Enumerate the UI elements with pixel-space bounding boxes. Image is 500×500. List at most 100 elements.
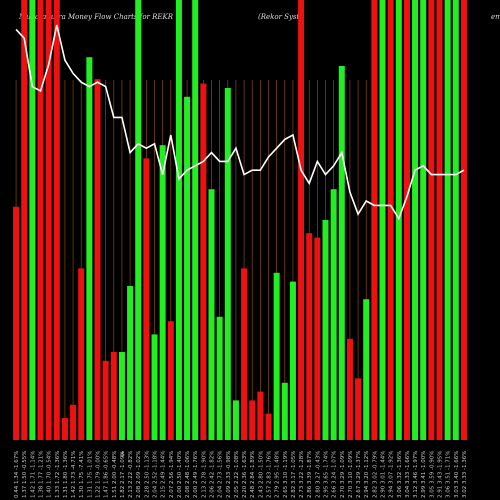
bar-down [200, 83, 207, 440]
x-tick-label: 1.51 2.00 -0.48% [112, 451, 118, 498]
x-tick-label: 2.99 3.41 -1.00% [421, 451, 427, 498]
bar-up [452, 0, 459, 440]
x-tick-label: 2.08 2.09 -1.02% [136, 451, 142, 498]
x-tick-label: 2.82 3.02 -0.79% [372, 451, 378, 498]
bar-up [29, 0, 36, 440]
x-tick-label: 2.15 2.49 -1.44% [161, 451, 167, 498]
bar-up [338, 66, 345, 440]
chart-title-middle: (Rekor Syst [258, 13, 300, 21]
x-tick-label: 2.04 2.52 -1.18% [153, 451, 159, 498]
bar-down [78, 268, 85, 440]
x-tick-label: 2.66 3.24 -1.07% [332, 451, 338, 498]
x-tick-label: 2.80 3.27 -0.43% [315, 451, 321, 498]
bar-series [13, 0, 467, 441]
x-tick-label: 1.42 1.71 -1.14% [30, 451, 36, 498]
x-tick-label: 2.05 2.22 -1.08% [234, 451, 240, 498]
bar-up [224, 88, 231, 440]
bar-up [216, 316, 223, 440]
x-tick-label: 2.94 3.20 -1.12% [364, 451, 370, 498]
x-tick-label: 3.06 3.51 -1.71% [446, 451, 452, 498]
x-tick-label: 2.13 2.22 -0.82% [128, 451, 134, 498]
bar-up [151, 334, 158, 440]
x-tick-label: 3.03 3.40 -1.66% [454, 451, 460, 498]
bar-up [118, 352, 125, 440]
x-tick-label: 1.30 1.75 -7.41% [79, 451, 85, 498]
bar-up [412, 0, 419, 440]
x-tick-label: 2.04 2.73 -1.56% [218, 451, 224, 498]
x-tick-label: 3.04 3.33 -1.66% [405, 451, 411, 498]
x-tick-label: 2.70 3.29 -1.09% [340, 451, 346, 498]
bar-down [13, 206, 20, 440]
bar-up [159, 145, 166, 440]
price-line-path [15, 24, 465, 221]
bar-down [265, 413, 272, 440]
bar-up [379, 0, 386, 440]
x-tick-label: 2.67 3.29 -1.37% [356, 451, 362, 498]
x-tick-label: 1.37 1.50 -0.55% [22, 451, 28, 498]
bar-up [184, 96, 191, 441]
bar-up [273, 272, 280, 440]
x-tick-label: 3.12 3.46 -1.97% [413, 451, 419, 498]
x-tick-labels: 0.44 1.34 -1.67% 1.37 1.50 -0.55% 1.42 1.7… [14, 451, 468, 498]
x-tick-label: 2.00 2.50 -1.40% [177, 451, 183, 498]
x-tick-label: 1.40 1.70 -0.54% [47, 451, 53, 498]
bar-up [192, 0, 199, 440]
bar-down [143, 158, 150, 440]
bar-up [363, 299, 370, 440]
x-tick-label: 2.94 3.07 -1.92% [389, 451, 395, 498]
bar-up [175, 0, 182, 440]
bar-up [289, 281, 296, 440]
x-tick-label: 2.95 3.65 -1.74% [324, 451, 330, 498]
bar-down [37, 0, 44, 440]
x-tick-label: 2.20 2.36 -1.63% [242, 451, 248, 498]
bar-down [306, 233, 313, 440]
bar-down [460, 0, 467, 440]
dollar-marker: $ [121, 451, 125, 458]
bar-up [135, 0, 142, 440]
bar-down [45, 0, 52, 440]
x-tick-label: 1.31 1.80 -1.36% [63, 451, 69, 498]
x-tick-label: 2.86 3.39 -1.87% [307, 451, 313, 498]
x-tick-label: 3.02 3.33 -1.36% [462, 451, 468, 498]
bar-down [21, 0, 28, 440]
x-tick-label: 0.44 1.34 -1.67% [14, 451, 20, 498]
bar-up [330, 189, 337, 440]
bar-up [322, 220, 329, 440]
chart-title-left: MunafaSutra Money Flow Charts for REKR [19, 13, 173, 21]
x-tick-label: 1.42 1.73 -4.71% [71, 451, 77, 498]
bar-down [102, 360, 109, 440]
price-line [15, 24, 465, 221]
x-tick-label: 2.48 2.84 -1.89% [250, 451, 256, 498]
bar-down [298, 0, 305, 440]
bar-down [346, 338, 353, 440]
bar-down [436, 0, 443, 440]
x-tick-label: 2.06 2.42 -1.82% [210, 451, 216, 498]
chart-title: MunafaSutra Money Flow Charts for REKR (… [0, 13, 500, 27]
bar-down [53, 0, 60, 440]
bar-down [387, 0, 394, 440]
bar-up [232, 400, 239, 440]
bar-down [241, 268, 248, 440]
x-tick-label: 1.82 2.17 -1.09% [120, 451, 126, 498]
x-tick-label: 2.70 3.10 -1.09% [348, 451, 354, 498]
bar-down [249, 400, 256, 440]
x-tick-label: 2.08 2.48 -1.06% [185, 451, 191, 498]
x-tick-label: 3.05 3.59 -0.90% [429, 451, 435, 498]
x-tick-label: 1.47 1.86 -0.65% [104, 451, 110, 498]
bar-down [61, 418, 68, 440]
bar-up [444, 0, 451, 440]
x-tick-label: 1.38 1.77 -1.21% [39, 451, 45, 498]
bar-down [355, 378, 362, 440]
bar-down [371, 0, 378, 440]
x-tick-label: 3.06 3.32 -1.36% [397, 451, 403, 498]
x-tick-label: 2.91 3.43 -1.95% [438, 451, 444, 498]
x-tick-label: 2.57 2.83 -1.76% [267, 451, 273, 498]
x-tick-label: 2.65 3.10 -1.19% [283, 451, 289, 498]
x-tick-label: 2.00 2.49 -1.76% [193, 451, 199, 498]
bar-down [70, 404, 77, 440]
bar-down [110, 352, 117, 440]
bar-down [314, 237, 321, 440]
x-tick-label: 2.73 3.22 -1.28% [299, 451, 305, 498]
bar-up [86, 57, 93, 440]
